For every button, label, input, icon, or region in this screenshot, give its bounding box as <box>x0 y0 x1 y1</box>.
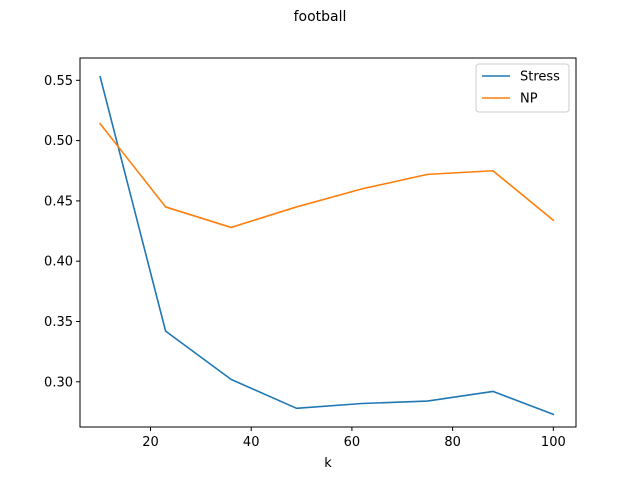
legend: Stress NP <box>475 63 570 113</box>
chart-title: football <box>294 9 347 25</box>
y-tick-label: 0.55 <box>44 74 73 89</box>
y-tick-label: 0.45 <box>44 194 73 209</box>
x-axis-label: k <box>324 456 332 471</box>
x-tick-label: 100 <box>541 435 566 450</box>
series-line-np <box>99 122 555 229</box>
y-tick-label: 0.35 <box>44 315 73 330</box>
x-tick-label: 60 <box>344 435 361 450</box>
x-tick-label: 20 <box>142 435 159 450</box>
series-layer <box>99 75 555 416</box>
x-tick-label: 80 <box>444 435 461 450</box>
series-line-stress <box>99 75 555 416</box>
legend-label-stress: Stress <box>520 70 560 85</box>
y-tick-label: 0.50 <box>44 134 73 149</box>
y-tick-label: 0.30 <box>44 375 73 390</box>
legend-label-np: NP <box>520 92 538 107</box>
x-tick-label: 40 <box>243 435 260 450</box>
x-axis: 20 40 60 80 100 <box>142 427 566 450</box>
plot-frame <box>79 57 577 428</box>
y-axis: 0.30 0.35 0.40 0.45 0.50 0.55 <box>44 74 80 390</box>
y-tick-label: 0.40 <box>44 255 73 270</box>
